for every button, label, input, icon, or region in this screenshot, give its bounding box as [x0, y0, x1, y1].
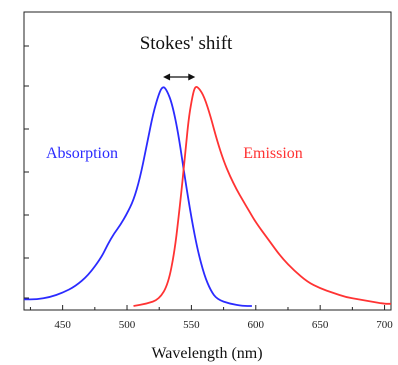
arrow-head-left [163, 73, 171, 81]
x-tick-label: 550 [183, 319, 200, 331]
x-tick-label: 450 [54, 319, 71, 331]
emission-curve [133, 85, 391, 307]
stokes-shift-label: Stokes' shift [140, 33, 233, 54]
x-tick-label: 650 [312, 319, 329, 331]
x-axis-ticks: 450 500 550 600 650 700 [29, 305, 393, 331]
emission-label: Emission [243, 145, 303, 162]
series-group [23, 85, 391, 307]
arrow-head-right [188, 73, 196, 81]
x-tick-label: 500 [119, 319, 136, 331]
stokes-shift-arrow [163, 73, 196, 81]
x-tick-label: 700 [376, 319, 393, 331]
y-axis-ticks [24, 45, 29, 299]
x-axis-label: Wavelength (nm) [151, 345, 262, 362]
plot-frame [23, 11, 392, 311]
absorption-curve [23, 86, 252, 307]
x-tick-label: 600 [248, 319, 265, 331]
absorption-label: Absorption [46, 145, 118, 162]
